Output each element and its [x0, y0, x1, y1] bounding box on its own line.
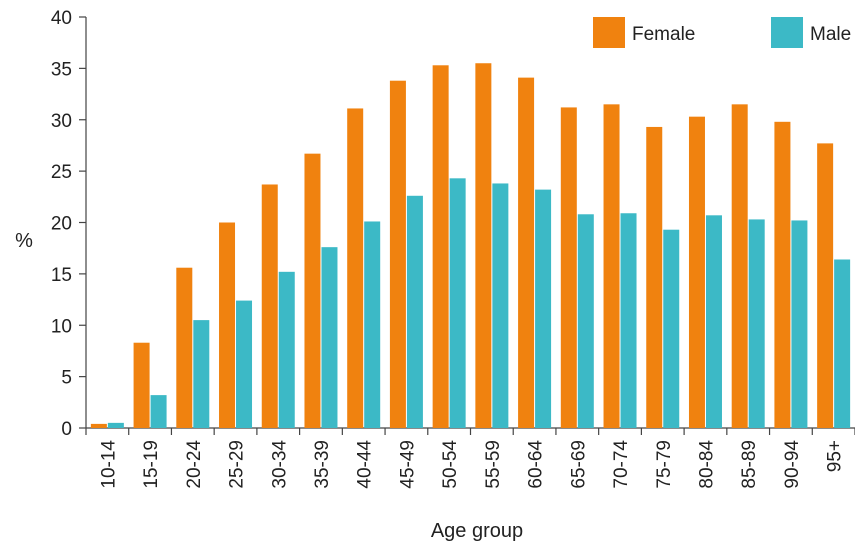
- x-tick-label: 75-79: [654, 440, 675, 489]
- y-tick-label: 15: [51, 265, 72, 286]
- bar-female: [646, 126, 663, 428]
- x-tick-label: 60-64: [526, 440, 547, 489]
- y-axis: 0 5 10 15 20 25 30 35 40: [51, 8, 87, 440]
- bar-male: [236, 300, 253, 428]
- bar-male: [321, 247, 338, 428]
- bar-female: [774, 121, 791, 429]
- x-tick-label: 90-94: [782, 440, 803, 489]
- x-tick-label: 85-89: [739, 440, 760, 489]
- bar-male: [791, 220, 808, 428]
- bar-male: [663, 229, 680, 428]
- bar-male: [449, 178, 466, 428]
- x-tick-label: 20-24: [184, 440, 205, 489]
- bar-female: [731, 104, 748, 429]
- bar-female: [560, 107, 577, 429]
- y-tick-label: 30: [51, 111, 72, 132]
- bar-female: [347, 108, 364, 428]
- bar-female: [304, 153, 321, 428]
- bar-female: [133, 342, 150, 428]
- legend-swatch-female: [593, 17, 625, 48]
- bar-female: [219, 222, 236, 428]
- bar-male: [834, 259, 851, 428]
- x-tick-label: 25-29: [227, 440, 248, 489]
- y-tick-label: 35: [51, 59, 72, 80]
- x-tick-label: 15-19: [141, 440, 162, 489]
- x-tick-label: 95+: [825, 440, 846, 472]
- bar-male: [278, 271, 295, 428]
- bar-female: [432, 65, 449, 428]
- x-tick-label: 35-39: [312, 440, 333, 489]
- bar-male: [492, 183, 509, 428]
- y-tick-label: 0: [61, 419, 72, 440]
- y-tick-label: 40: [51, 8, 72, 29]
- bar-male: [150, 395, 167, 428]
- x-axis: 10-14 15-19 20-24 25-29 30-34 35-39 40-44 45-49…: [85, 427, 855, 489]
- bar-male: [364, 221, 381, 428]
- x-tick-label: 50-54: [440, 440, 461, 489]
- x-axis-title: Age group: [431, 520, 523, 542]
- y-axis-title: %: [15, 230, 33, 252]
- bars: [90, 63, 851, 429]
- legend-swatch-male: [771, 17, 803, 48]
- y-tick-label: 25: [51, 162, 72, 183]
- y-tick-label: 5: [61, 368, 72, 389]
- x-tick-label: 55-59: [483, 440, 504, 489]
- bar-male: [705, 215, 722, 428]
- x-tick-label: 10-14: [98, 440, 119, 489]
- legend-label-female: Female: [632, 24, 695, 45]
- bar-female: [475, 63, 492, 429]
- y-tick-label: 10: [51, 316, 72, 337]
- x-tick-label: 45-49: [397, 440, 418, 489]
- bar-male: [193, 320, 210, 428]
- legend-label-male: Male: [810, 24, 851, 45]
- bar-female: [261, 184, 278, 428]
- bar-male: [577, 214, 594, 428]
- bar-female: [688, 116, 705, 428]
- bar-female: [389, 80, 406, 428]
- x-tick-label: 40-44: [355, 440, 376, 489]
- x-tick-label: 80-84: [696, 440, 717, 489]
- bar-male: [535, 189, 552, 428]
- x-tick-label: 65-69: [568, 440, 589, 489]
- bar-male: [748, 219, 765, 428]
- bar-female: [603, 104, 620, 429]
- x-tick-label: 70-74: [611, 440, 632, 489]
- bar-male: [107, 422, 124, 428]
- bar-female: [90, 423, 107, 428]
- bar-male: [620, 213, 637, 428]
- y-tick-label: 20: [51, 214, 72, 235]
- legend: Female Male: [593, 17, 851, 48]
- bar-male: [406, 195, 423, 428]
- bar-female: [176, 267, 193, 428]
- x-tick-label: 30-34: [269, 440, 290, 489]
- bar-female: [518, 77, 535, 428]
- bar-female: [817, 143, 834, 428]
